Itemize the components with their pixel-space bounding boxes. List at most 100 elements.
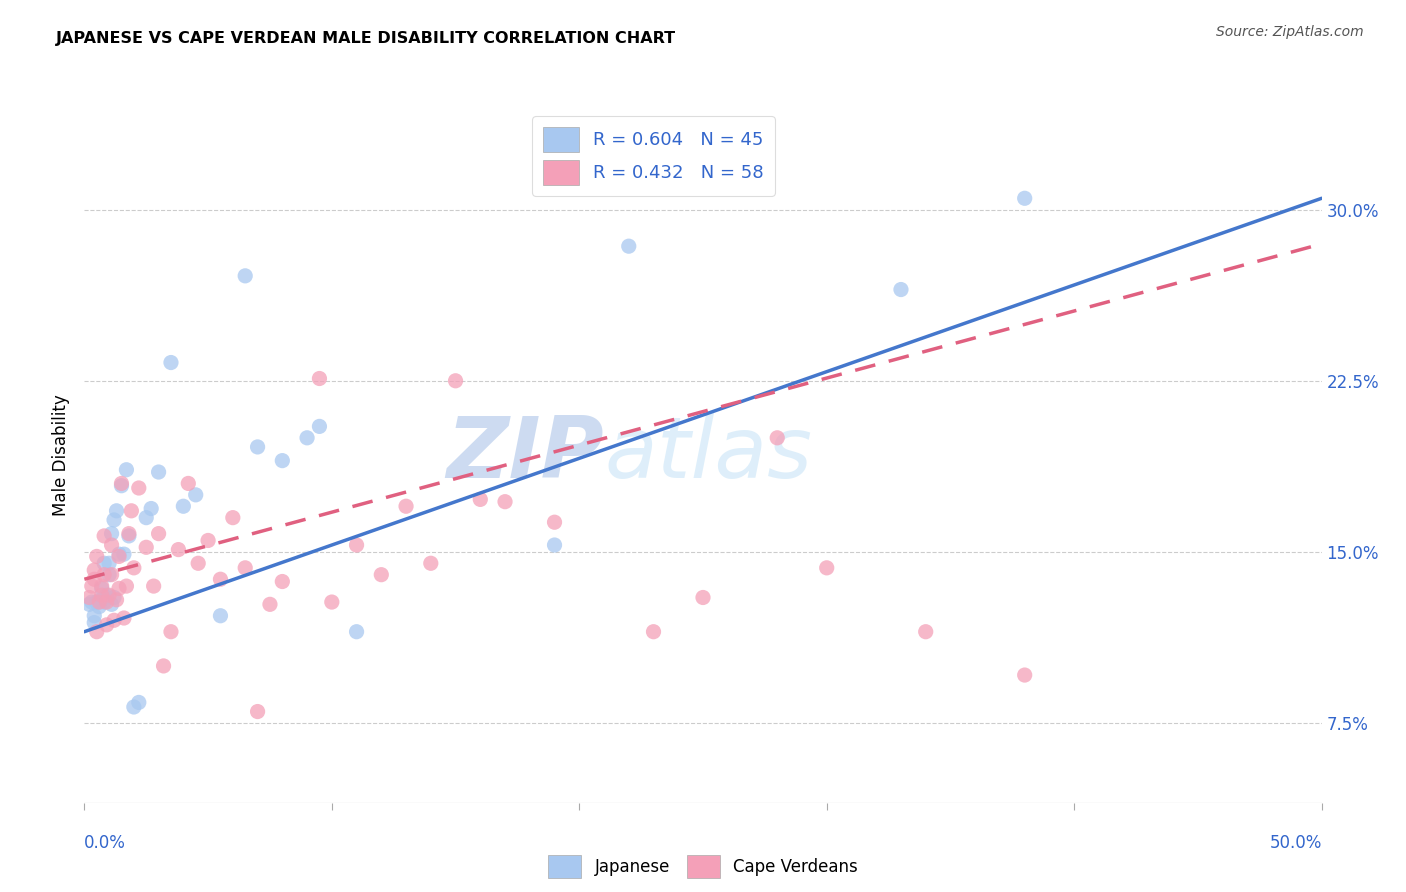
Point xyxy=(83,608,105,623)
Point xyxy=(271,574,294,589)
Point xyxy=(914,624,936,639)
Text: ZIP: ZIP xyxy=(446,413,605,497)
Point xyxy=(86,624,108,639)
Point xyxy=(346,538,368,552)
Point xyxy=(122,700,145,714)
Point xyxy=(128,695,150,709)
Point xyxy=(80,579,103,593)
Point xyxy=(103,591,125,605)
Text: atlas: atlas xyxy=(605,413,813,497)
Point xyxy=(79,591,101,605)
Point xyxy=(108,582,131,596)
Point xyxy=(128,481,150,495)
Point xyxy=(108,549,131,564)
Point xyxy=(148,465,170,479)
Point xyxy=(98,567,121,582)
Point xyxy=(105,504,128,518)
Point xyxy=(86,595,108,609)
Point xyxy=(346,624,368,639)
Point xyxy=(135,510,157,524)
Point xyxy=(100,598,122,612)
Point xyxy=(89,599,111,614)
Point xyxy=(444,374,467,388)
Point xyxy=(197,533,219,548)
Point xyxy=(98,556,121,570)
Point xyxy=(90,588,112,602)
Point xyxy=(115,579,138,593)
Text: 0.0%: 0.0% xyxy=(84,834,127,852)
Point xyxy=(177,476,200,491)
Point xyxy=(419,556,441,570)
Point xyxy=(100,567,122,582)
Point xyxy=(246,440,269,454)
Point xyxy=(141,501,163,516)
Legend: Japanese, Cape Verdeans: Japanese, Cape Verdeans xyxy=(541,848,865,885)
Point xyxy=(271,453,294,467)
Point xyxy=(295,431,318,445)
Point xyxy=(90,579,112,593)
Point xyxy=(766,431,789,445)
Point xyxy=(233,268,256,283)
Point xyxy=(93,529,115,543)
Y-axis label: Male Disability: Male Disability xyxy=(52,394,70,516)
Point xyxy=(83,572,105,586)
Point xyxy=(142,579,165,593)
Point xyxy=(89,595,111,609)
Point xyxy=(308,371,330,385)
Point xyxy=(96,595,118,609)
Point xyxy=(90,592,112,607)
Point xyxy=(209,608,232,623)
Point xyxy=(160,355,183,369)
Point xyxy=(148,526,170,541)
Point xyxy=(93,556,115,570)
Point xyxy=(100,538,122,552)
Point xyxy=(222,510,245,524)
Point xyxy=(100,526,122,541)
Point xyxy=(643,624,665,639)
Point xyxy=(89,595,111,609)
Point xyxy=(543,538,565,552)
Point xyxy=(815,561,838,575)
Point xyxy=(184,488,207,502)
Point xyxy=(98,588,121,602)
Point xyxy=(617,239,640,253)
Point xyxy=(105,592,128,607)
Point xyxy=(321,595,343,609)
Point xyxy=(83,563,105,577)
Point xyxy=(93,567,115,582)
Point xyxy=(246,705,269,719)
Point xyxy=(110,476,132,491)
Point xyxy=(93,595,115,609)
Point xyxy=(79,598,101,612)
Point xyxy=(96,588,118,602)
Point xyxy=(118,526,141,541)
Point xyxy=(112,547,135,561)
Point xyxy=(494,494,516,508)
Point xyxy=(259,598,281,612)
Text: JAPANESE VS CAPE VERDEAN MALE DISABILITY CORRELATION CHART: JAPANESE VS CAPE VERDEAN MALE DISABILITY… xyxy=(56,31,676,46)
Point xyxy=(90,582,112,596)
Point xyxy=(160,624,183,639)
Point xyxy=(103,513,125,527)
Point xyxy=(209,572,232,586)
Text: Source: ZipAtlas.com: Source: ZipAtlas.com xyxy=(1216,25,1364,39)
Point xyxy=(110,479,132,493)
Point xyxy=(187,556,209,570)
Point xyxy=(86,549,108,564)
Point xyxy=(308,419,330,434)
Point xyxy=(543,515,565,529)
Point xyxy=(370,567,392,582)
Point xyxy=(135,541,157,555)
Point xyxy=(96,618,118,632)
Point xyxy=(167,542,190,557)
Point xyxy=(890,283,912,297)
Point xyxy=(80,595,103,609)
Point xyxy=(112,611,135,625)
Point xyxy=(1014,668,1036,682)
Point xyxy=(395,500,418,514)
Text: 50.0%: 50.0% xyxy=(1270,834,1322,852)
Point xyxy=(118,529,141,543)
Point xyxy=(115,463,138,477)
Point xyxy=(692,591,714,605)
Point xyxy=(233,561,256,575)
